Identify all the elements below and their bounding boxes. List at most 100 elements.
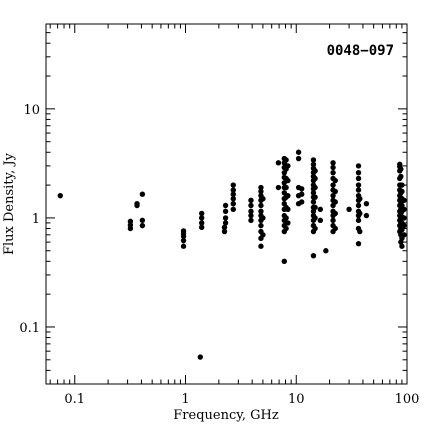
data-point [258, 208, 264, 214]
y-tick-label: 10 [23, 103, 40, 118]
x-tick-label: 10 [288, 392, 305, 407]
data-point [248, 202, 254, 209]
data-point [317, 217, 324, 224]
data-point [222, 202, 229, 209]
data-point [332, 210, 338, 217]
data-point [312, 225, 318, 232]
data-point [330, 164, 336, 171]
data-point [285, 163, 291, 169]
data-point [399, 182, 405, 188]
axis-ticks [46, 23, 408, 385]
data-point [260, 215, 266, 221]
data-point [248, 212, 254, 219]
data-point [330, 192, 336, 199]
data-point [398, 166, 404, 172]
data-point [401, 232, 407, 238]
data-point [355, 163, 362, 169]
data-point [260, 196, 266, 202]
data-point [222, 215, 229, 221]
data-point [139, 191, 146, 197]
data-point [283, 184, 289, 191]
data-point [230, 206, 236, 212]
source-name-label: 0048−097 [327, 43, 394, 59]
data-point [299, 186, 305, 192]
data-point [312, 168, 318, 174]
data-point [310, 199, 317, 205]
data-point [230, 182, 236, 188]
data-point [180, 237, 187, 244]
data-point [355, 217, 362, 224]
data-point [258, 243, 264, 249]
x-tick-label: 100 [395, 392, 420, 407]
data-point [310, 161, 317, 168]
data-point [260, 232, 266, 238]
data-point [323, 248, 329, 254]
data-point [330, 217, 336, 224]
data-point [281, 258, 287, 265]
data-point [283, 225, 289, 232]
data-point [139, 222, 146, 229]
data-point [275, 160, 282, 166]
data-point [139, 217, 146, 224]
data-point [399, 226, 405, 233]
data-point [310, 190, 317, 196]
data-point [355, 202, 362, 209]
data-point [401, 215, 407, 221]
data-point [355, 241, 362, 247]
data-point [180, 228, 187, 234]
data-point [401, 197, 407, 204]
data-point [230, 201, 236, 207]
data-point [134, 201, 140, 207]
data-point [332, 188, 338, 195]
data-point [222, 208, 229, 214]
data-point [248, 208, 254, 214]
data-point [221, 224, 228, 231]
data-point [295, 149, 302, 155]
data-point [363, 212, 370, 219]
data-point [258, 202, 264, 209]
data-point [317, 206, 324, 212]
data-points [57, 149, 407, 360]
y-axis-title: Flux Density, Jy [2, 152, 17, 255]
data-point [330, 169, 336, 176]
data-point [180, 243, 187, 249]
data-point [198, 210, 205, 217]
data-point [221, 228, 228, 235]
data-point [312, 175, 318, 182]
data-point [397, 161, 403, 168]
data-point [312, 194, 318, 200]
data-point [127, 218, 134, 225]
axis-tick-labels: 0.1 1 10 100 0.1 1 10 [19, 103, 419, 407]
data-point [312, 204, 318, 211]
data-point [299, 199, 305, 205]
data-point [230, 191, 236, 197]
data-point [398, 173, 404, 180]
data-point [346, 206, 352, 212]
data-point [357, 210, 363, 217]
data-point [312, 184, 318, 191]
data-point [285, 220, 291, 226]
data-point [330, 182, 336, 188]
data-point [127, 222, 134, 228]
data-point [401, 206, 407, 212]
data-point [310, 157, 317, 163]
data-point [230, 196, 236, 202]
data-point [355, 187, 362, 193]
data-point [357, 228, 363, 235]
y-tick-label: 1 [32, 212, 40, 227]
data-point [258, 188, 264, 195]
data-point [401, 222, 407, 229]
data-point [283, 215, 289, 221]
data-point [248, 217, 254, 224]
x-tick-label: 0.1 [64, 392, 85, 407]
data-point [332, 225, 338, 232]
data-point [285, 206, 291, 212]
data-point [363, 201, 370, 207]
data-point [258, 222, 264, 229]
data-point [357, 196, 363, 202]
y-tick-label: 0.1 [19, 321, 40, 336]
data-point [230, 187, 236, 193]
data-point [295, 155, 302, 162]
data-point [355, 169, 362, 176]
